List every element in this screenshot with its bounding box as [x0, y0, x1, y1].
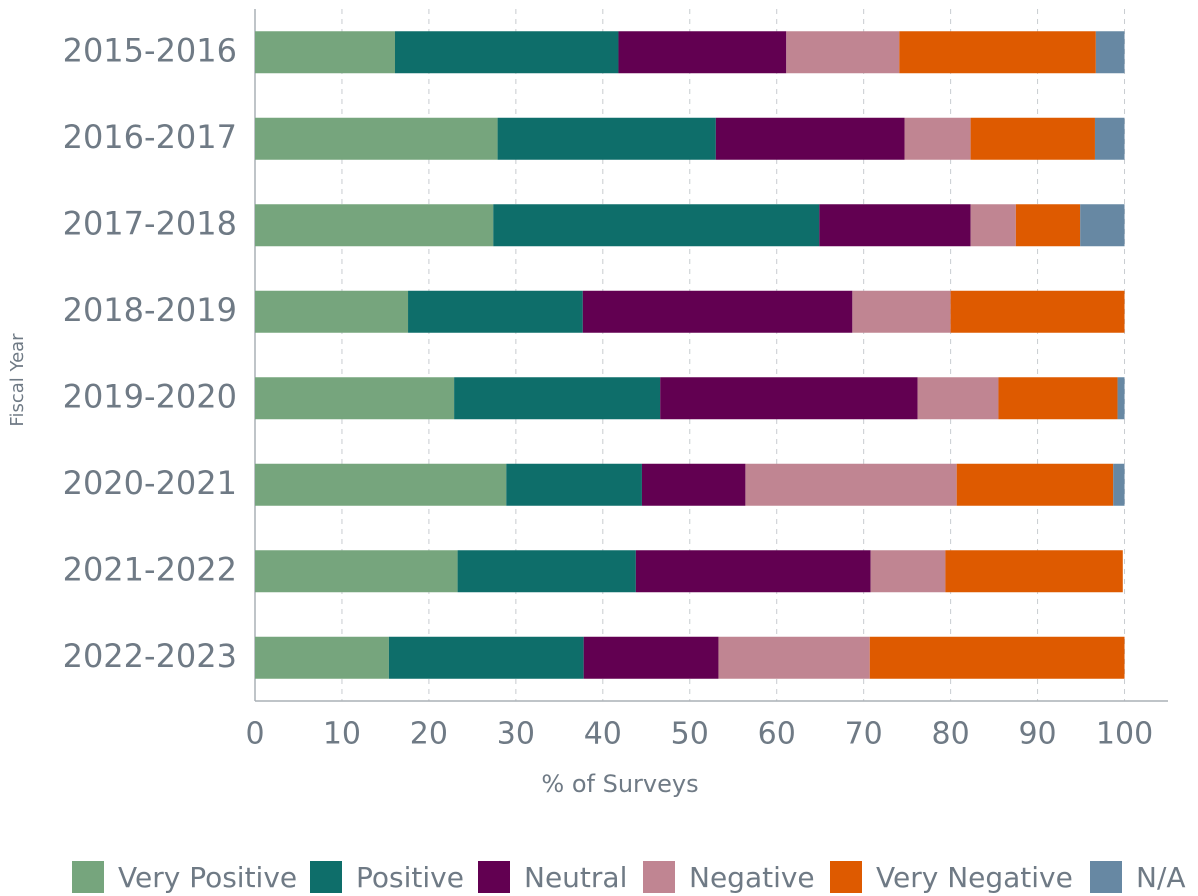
bar-segment [255, 636, 389, 679]
bar-segment [718, 636, 870, 679]
bar-segment [1015, 204, 1081, 247]
bar-segment [786, 31, 900, 74]
bar-segment [454, 377, 661, 420]
bar-segment [660, 377, 918, 420]
bar-segment [255, 204, 494, 247]
legend-swatch [643, 861, 675, 893]
y-tick-label: 2019-2020 [63, 377, 237, 415]
bar-segment [1094, 117, 1125, 160]
bar-segment [870, 550, 946, 593]
bar-segment [255, 117, 498, 160]
bar-segment [506, 463, 642, 506]
legend-label: Very Positive [118, 861, 297, 894]
y-tick-label: 2016-2017 [63, 118, 237, 156]
y-tick-label: 2017-2018 [63, 204, 237, 242]
x-tick-label: 50 [671, 717, 709, 752]
x-tick-label: 60 [758, 717, 796, 752]
y-axis-label: Fiscal Year [7, 333, 28, 427]
bar-segment [970, 117, 1095, 160]
y-tick-label: 2015-2016 [63, 31, 237, 69]
legend-label: Very Negative [876, 861, 1073, 894]
bar-segment [904, 117, 971, 160]
bar-segment [917, 377, 999, 420]
x-tick-label: 70 [845, 717, 883, 752]
y-tick-label: 2018-2019 [63, 291, 237, 329]
x-tick-label: 0 [245, 717, 264, 752]
bar-segment [493, 204, 820, 247]
bar-segment [255, 463, 507, 506]
legend-label: N/A [1136, 861, 1186, 894]
bar-segment [745, 463, 957, 506]
x-tick-label: 90 [1018, 717, 1056, 752]
bar-segment [899, 31, 1096, 74]
bar-segment [457, 550, 636, 593]
bar-segment [582, 290, 853, 333]
bar-segment [618, 31, 787, 74]
x-tick-label: 40 [584, 717, 622, 752]
legend-label: Negative [689, 861, 815, 894]
legend-swatch [830, 861, 862, 893]
bar-segment [635, 550, 871, 593]
y-tick-label: 2022-2023 [63, 637, 237, 675]
bar-segment [950, 290, 1125, 333]
bar-segment [970, 204, 1016, 247]
bar-segment [583, 636, 719, 679]
bar-segment [715, 117, 905, 160]
x-tick-label: 80 [932, 717, 970, 752]
x-tick-label: 20 [410, 717, 448, 752]
x-axis-label: % of Surveys [541, 770, 698, 798]
bar-segment [852, 290, 951, 333]
bar-segment [998, 377, 1118, 420]
legend-label: Positive [356, 861, 464, 894]
x-tick-label: 100 [1096, 717, 1153, 752]
legend-label: Neutral [524, 861, 627, 894]
bar-segment [255, 377, 455, 420]
bar-segment [255, 290, 409, 333]
bar-segment [641, 463, 746, 506]
bar-segment [819, 204, 971, 247]
bar-segment [956, 463, 1114, 506]
bar-segment [255, 31, 395, 74]
bar-segment [408, 290, 583, 333]
x-tick-label: 10 [323, 717, 361, 752]
legend-swatch [310, 861, 342, 893]
legend-swatch [72, 861, 104, 893]
legend-swatch [478, 861, 510, 893]
bar-segment [1113, 463, 1125, 506]
y-tick-label: 2020-2021 [63, 464, 237, 502]
bar-segment [394, 31, 619, 74]
bar-segment [388, 636, 584, 679]
y-tick-label: 2021-2022 [63, 550, 237, 588]
bar-segment [1080, 204, 1125, 247]
bar-segment [497, 117, 716, 160]
bar-segment [1117, 377, 1125, 420]
bar-segment [1095, 31, 1125, 74]
bar-segment [945, 550, 1123, 593]
legend-swatch [1090, 861, 1122, 893]
bar-segment [255, 550, 458, 593]
bar-segment [869, 636, 1125, 679]
x-tick-label: 30 [497, 717, 535, 752]
